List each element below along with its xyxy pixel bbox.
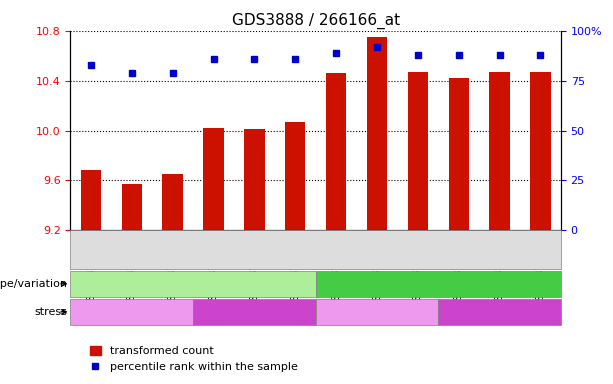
Text: control (normoxia): control (normoxia) [203, 307, 306, 317]
Bar [204, 128, 224, 230]
Bar [530, 72, 550, 230]
Text: hypoxic conditions: hypoxic conditions [325, 307, 429, 317]
Bar [121, 184, 142, 230]
Bar [162, 174, 183, 230]
Text: stress: stress [34, 307, 67, 317]
Text: hypoxic conditions: hypoxic conditions [80, 307, 184, 317]
Bar [449, 78, 469, 230]
Bar [244, 129, 265, 230]
Text: wild type: wild type [168, 279, 218, 289]
Bar [81, 170, 101, 230]
Text: control (normoxia): control (normoxia) [448, 307, 551, 317]
Title: GDS3888 / 266166_at: GDS3888 / 266166_at [232, 13, 400, 29]
Text: genotype/variation: genotype/variation [0, 279, 67, 289]
Bar [408, 72, 428, 230]
Bar [285, 122, 305, 230]
Legend: transformed count, percentile rank within the sample: transformed count, percentile rank withi… [85, 342, 302, 377]
Bar [367, 37, 387, 230]
Bar [326, 73, 346, 230]
Bar [489, 72, 510, 230]
Text: AtHb1 transgenic: AtHb1 transgenic [390, 279, 487, 289]
